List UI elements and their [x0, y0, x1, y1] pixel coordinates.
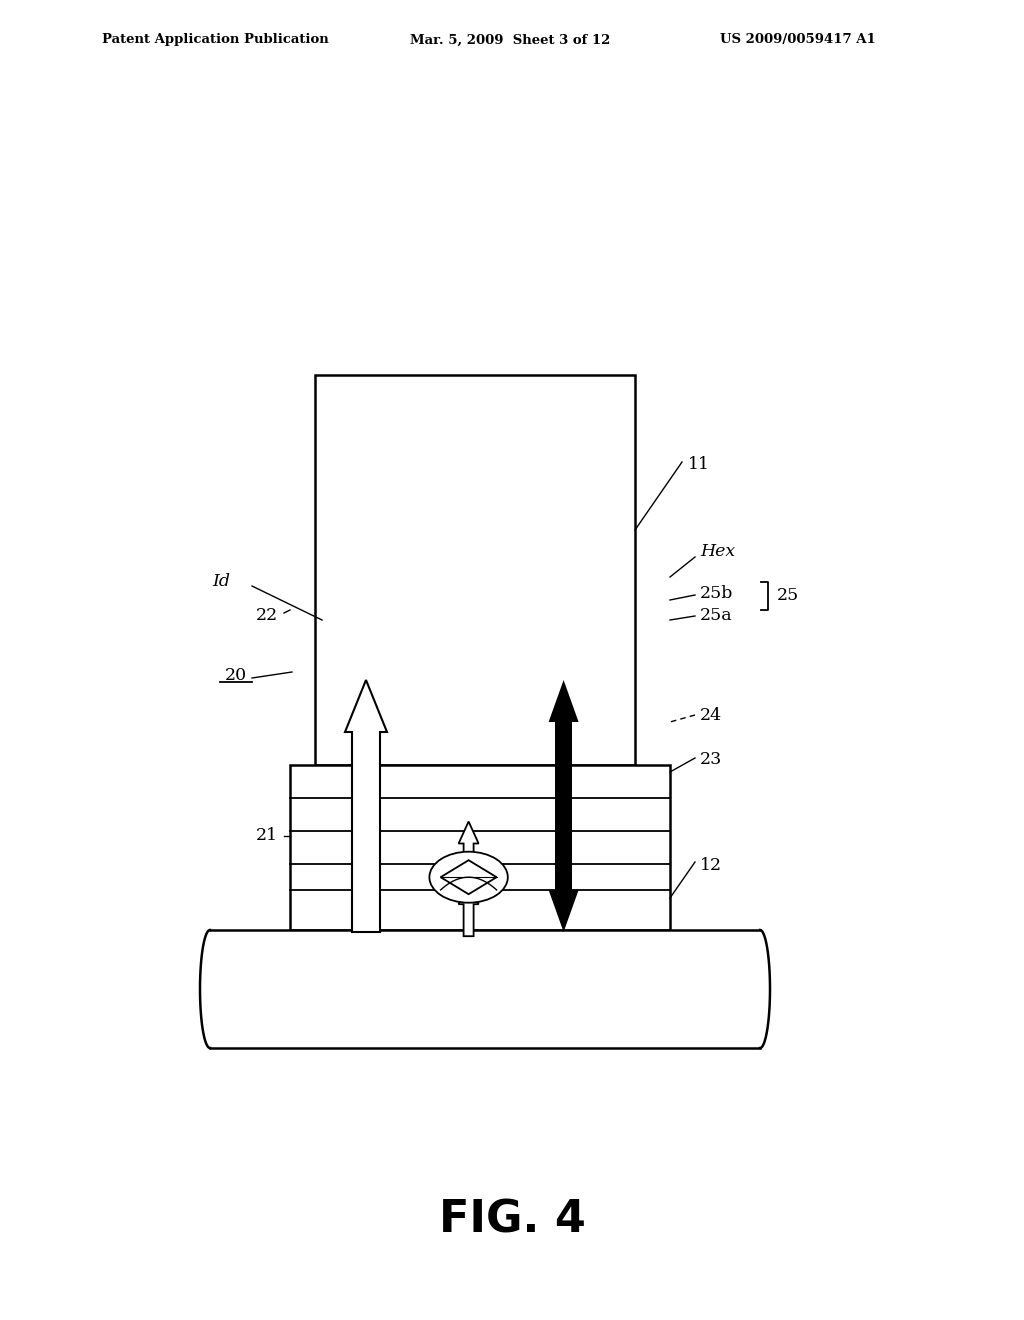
Bar [290, 766, 670, 931]
Polygon shape [549, 890, 579, 932]
Polygon shape [459, 821, 478, 870]
Text: Patent Application Publication: Patent Application Publication [102, 33, 329, 46]
Polygon shape [459, 882, 478, 936]
Text: 11: 11 [688, 457, 710, 474]
Text: 23: 23 [700, 751, 722, 768]
Text: 25: 25 [777, 587, 800, 605]
Ellipse shape [429, 851, 508, 903]
Text: 20: 20 [225, 667, 247, 684]
Polygon shape [549, 680, 579, 722]
Text: 12: 12 [700, 857, 722, 874]
Polygon shape [555, 722, 572, 890]
Text: 22: 22 [256, 606, 278, 623]
Polygon shape [440, 861, 497, 894]
Text: US 2009/0059417 A1: US 2009/0059417 A1 [720, 33, 876, 46]
Bar [200, 931, 770, 1048]
Text: Mar. 5, 2009  Sheet 3 of 12: Mar. 5, 2009 Sheet 3 of 12 [410, 33, 610, 46]
Bar [315, 375, 635, 766]
Text: FIG. 4: FIG. 4 [438, 1199, 586, 1242]
Text: 24: 24 [700, 706, 722, 723]
Text: 25a: 25a [700, 607, 732, 624]
Polygon shape [345, 680, 387, 932]
Text: 21: 21 [256, 828, 278, 845]
Text: Id: Id [212, 573, 230, 590]
Text: Hex: Hex [700, 544, 735, 561]
Text: 25b: 25b [700, 585, 733, 602]
